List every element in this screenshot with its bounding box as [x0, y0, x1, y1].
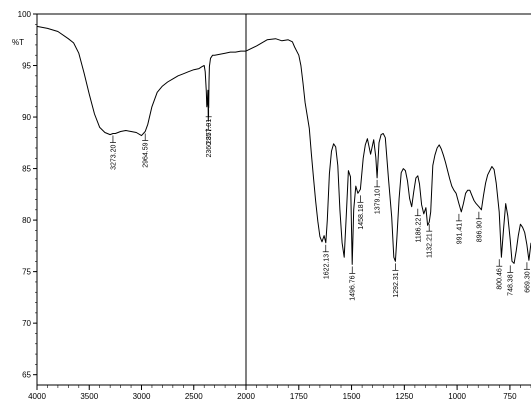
y-tick-label: 75 — [22, 268, 31, 277]
y-tick-label: 65 — [22, 371, 31, 380]
peak-label: 1496.76 — [350, 275, 357, 300]
spectrum-series — [36, 25, 531, 265]
y-unit-label: %T — [12, 38, 24, 47]
peak-label: 896.90 — [476, 221, 483, 243]
peak-label: 669.30 — [524, 271, 531, 293]
spectrum-line — [36, 25, 531, 265]
peak-label: 2360.87 — [206, 132, 213, 157]
y-tick-label: 90 — [22, 113, 31, 122]
peak-label: 2964.59 — [143, 142, 150, 167]
peak-label: 1292.31 — [393, 272, 400, 297]
x-tick-label: 1000 — [448, 392, 466, 401]
x-tick-label: 4000 — [28, 392, 46, 401]
x-tick-label: 2000 — [237, 392, 255, 401]
x-tick-label: 1500 — [343, 392, 361, 401]
peak-label: 991.41 — [456, 223, 463, 245]
x-tick-label: 1750 — [290, 392, 308, 401]
peak-label: 1186.22 — [415, 218, 422, 243]
y-tick-label: 70 — [22, 319, 31, 328]
x-tick-label: 750 — [503, 392, 517, 401]
x-tick-label: 2500 — [185, 392, 203, 401]
y-tick-label: 100 — [18, 10, 32, 19]
peak-label: 3273.20 — [110, 144, 117, 169]
peak-label: 1132.21 — [427, 233, 434, 258]
peak-label: 800.46 — [497, 268, 504, 290]
peak-label: 1458.18 — [358, 204, 365, 229]
peak-label: 1379.10 — [375, 189, 382, 214]
peak-label: 2357.01 — [206, 119, 213, 144]
axis-ticks: 65 70 75 80 85 90 95 100 4000 3500 3000 2500 2000 175… — [18, 10, 531, 401]
x-tick-label: 3500 — [80, 392, 98, 401]
y-tick-label: 95 — [22, 62, 31, 71]
y-tick-label: 80 — [22, 216, 31, 225]
y-tick-label: 85 — [22, 165, 31, 174]
peak-label: 748.38 — [508, 274, 515, 296]
peak-label: 1622.13 — [323, 254, 330, 279]
x-tick-label: 1250 — [395, 392, 413, 401]
x-tick-label: 3000 — [133, 392, 151, 401]
